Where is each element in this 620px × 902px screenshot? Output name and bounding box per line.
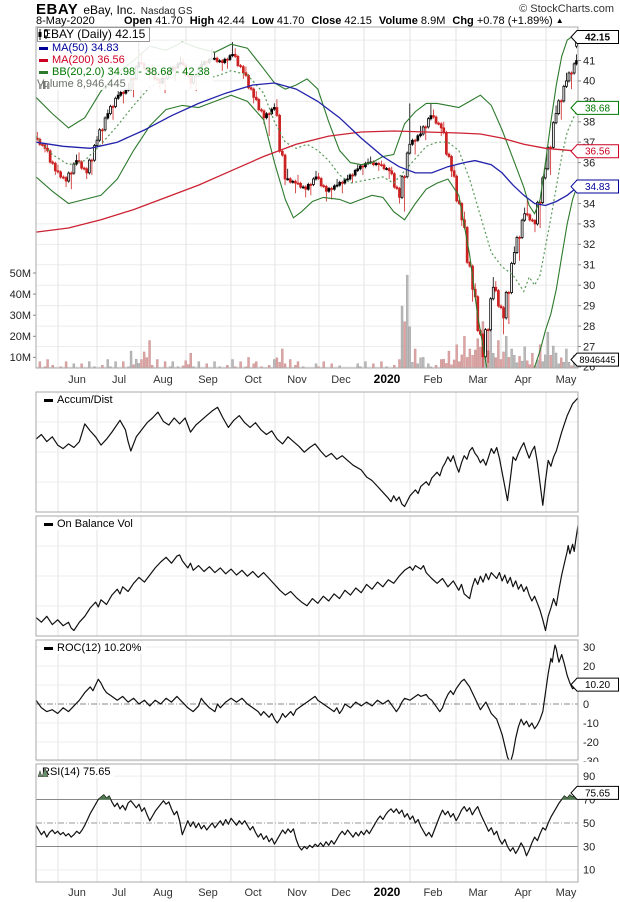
legend-volume: Volume 8,946,445 bbox=[37, 78, 213, 90]
svg-text:28: 28 bbox=[583, 321, 595, 333]
roc-line-swatch-icon bbox=[44, 646, 53, 650]
quote-date: 8-May-2020 bbox=[36, 15, 95, 27]
bbands-swatch-icon bbox=[39, 70, 48, 74]
svg-text:Nov: Nov bbox=[287, 887, 307, 899]
svg-text:34.83: 34.83 bbox=[585, 182, 610, 193]
svg-text:Jun: Jun bbox=[68, 887, 86, 899]
svg-text:90: 90 bbox=[583, 771, 595, 783]
svg-text:27: 27 bbox=[583, 341, 595, 353]
svg-text:38: 38 bbox=[583, 117, 595, 129]
svg-text:-20: -20 bbox=[583, 737, 599, 749]
svg-text:Feb: Feb bbox=[424, 374, 443, 386]
svg-text:Dec: Dec bbox=[331, 887, 351, 899]
svg-text:May: May bbox=[556, 374, 577, 386]
main-chart-legend: EBAY (Daily) 42.15 MA(50) 34.83 MA(200) … bbox=[37, 27, 213, 90]
svg-text:Jul: Jul bbox=[112, 374, 126, 386]
svg-text:30: 30 bbox=[583, 642, 595, 654]
svg-text:Sep: Sep bbox=[198, 887, 218, 899]
svg-text:50M: 50M bbox=[10, 268, 31, 280]
svg-text:40: 40 bbox=[583, 76, 595, 88]
quote-change: Chg +0.78 (+1.89%) ▲ bbox=[452, 15, 564, 27]
svg-text:32: 32 bbox=[583, 239, 595, 251]
svg-text:38.68: 38.68 bbox=[585, 103, 610, 114]
bottom-month-axis: Jun Jul Aug Sep Oct Nov Dec 2020 Feb Mar Apr May bbox=[68, 885, 577, 899]
svg-text:2020: 2020 bbox=[374, 885, 401, 899]
svg-text:29: 29 bbox=[583, 300, 595, 312]
svg-text:40M: 40M bbox=[10, 289, 31, 301]
svg-text:31: 31 bbox=[583, 260, 595, 272]
obv-legend: On Balance Vol bbox=[38, 518, 137, 530]
candlestick-icon bbox=[38, 28, 48, 40]
svg-text:41: 41 bbox=[583, 55, 595, 67]
svg-text:30M: 30M bbox=[10, 310, 31, 322]
svg-text:May: May bbox=[556, 887, 577, 899]
svg-text:Dec: Dec bbox=[331, 374, 351, 386]
rsi-legend: RSI(14) 75.65 bbox=[38, 766, 115, 778]
svg-text:Mar: Mar bbox=[469, 887, 488, 899]
svg-text:Oct: Oct bbox=[244, 374, 261, 386]
legend-symbol-row: EBAY (Daily) 42.15 bbox=[37, 27, 151, 42]
quote-summary-row: 8-May-2020 Open 41.70 High 42.44 Low 41.70 C… bbox=[36, 15, 614, 27]
quote-volume: Volume 8.9M bbox=[378, 15, 446, 27]
volume-bars-icon bbox=[39, 80, 50, 89]
quote-low: Low 41.70 bbox=[251, 15, 305, 27]
svg-text:30: 30 bbox=[583, 280, 595, 292]
svg-text:0: 0 bbox=[583, 699, 589, 711]
svg-text:Sep: Sep bbox=[198, 374, 218, 386]
legend-ma50: MA(50) 34.83 bbox=[37, 42, 213, 54]
quote-close: Close 42.15 bbox=[311, 15, 372, 27]
svg-text:20M: 20M bbox=[10, 331, 31, 343]
legend-ma200: MA(200) 36.56 bbox=[37, 54, 213, 66]
svg-text:10.20: 10.20 bbox=[585, 680, 610, 691]
quote-high: High 42.44 bbox=[189, 15, 245, 27]
obv-panel bbox=[35, 515, 579, 637]
ma50-swatch-icon bbox=[39, 46, 48, 50]
svg-text:30: 30 bbox=[583, 841, 595, 853]
svg-text:Jun: Jun bbox=[68, 374, 86, 386]
copyright-notice: © StockCharts.com bbox=[519, 3, 614, 15]
svg-text:Nov: Nov bbox=[287, 374, 307, 386]
svg-text:Feb: Feb bbox=[424, 887, 443, 899]
quote-open: Open 41.70 bbox=[124, 15, 183, 27]
svg-text:34: 34 bbox=[583, 198, 595, 210]
change-up-arrow-icon: ▲ bbox=[555, 16, 564, 25]
company-name: eBay, Inc. bbox=[83, 3, 136, 17]
svg-text:Aug: Aug bbox=[153, 374, 173, 386]
svg-text:Mar: Mar bbox=[469, 374, 488, 386]
svg-text:10M: 10M bbox=[10, 352, 31, 364]
svg-text:-30: -30 bbox=[583, 756, 599, 762]
chart-header: EBAY eBay, Inc. Nasdaq GS bbox=[36, 1, 614, 18]
svg-text:36: 36 bbox=[583, 157, 595, 169]
svg-text:Oct: Oct bbox=[244, 887, 261, 899]
accum-line-swatch-icon bbox=[44, 398, 53, 402]
svg-text:Apr: Apr bbox=[514, 887, 531, 899]
roc-legend: ROC(12) 10.20% bbox=[38, 642, 146, 654]
svg-text:20: 20 bbox=[583, 661, 595, 673]
svg-text:2020: 2020 bbox=[374, 372, 401, 386]
rsi-area-icon bbox=[38, 767, 49, 777]
svg-text:50: 50 bbox=[583, 818, 595, 830]
svg-text:42.15: 42.15 bbox=[585, 32, 610, 43]
roc-panel: 30 20 0 -10 -20 -30 10.20 bbox=[35, 639, 619, 762]
svg-text:-10: -10 bbox=[583, 718, 599, 730]
accum-dist-panel bbox=[35, 391, 579, 513]
svg-text:75.65: 75.65 bbox=[585, 788, 610, 799]
exchange-name: Nasdaq GS bbox=[140, 6, 193, 17]
ticker-symbol: EBAY bbox=[36, 1, 79, 18]
legend-symbol-label: EBAY (Daily) 42.15 bbox=[43, 27, 146, 41]
legend-bbands: BB(20,2.0) 34.98 - 38.68 - 42.38 bbox=[37, 66, 213, 78]
svg-text:36.56: 36.56 bbox=[585, 147, 610, 158]
svg-text:8946445: 8946445 bbox=[579, 355, 615, 365]
svg-text:Aug: Aug bbox=[153, 887, 173, 899]
svg-text:10: 10 bbox=[583, 865, 595, 877]
svg-text:Apr: Apr bbox=[514, 374, 531, 386]
svg-text:33: 33 bbox=[583, 219, 595, 231]
accum-dist-legend: Accum/Dist bbox=[38, 394, 117, 406]
svg-text:Jul: Jul bbox=[112, 887, 126, 899]
obv-line-swatch-icon bbox=[44, 522, 53, 526]
ma200-swatch-icon bbox=[39, 58, 48, 62]
